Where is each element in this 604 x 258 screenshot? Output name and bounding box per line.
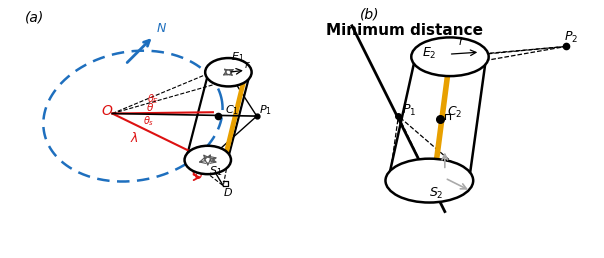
Text: $r$: $r$ — [244, 59, 251, 70]
Text: $E_1$: $E_1$ — [231, 51, 244, 64]
Text: $D$: $D$ — [223, 186, 233, 198]
Text: $O$: $O$ — [101, 104, 113, 118]
Text: $C_1$: $C_1$ — [225, 103, 239, 117]
Text: $r$: $r$ — [458, 35, 465, 48]
Ellipse shape — [185, 146, 231, 174]
Text: $N$: $N$ — [156, 22, 167, 35]
Text: $P_1$: $P_1$ — [402, 102, 417, 118]
Text: $S_2$: $S_2$ — [429, 186, 444, 201]
Text: $\lambda$: $\lambda$ — [130, 131, 139, 145]
Text: $S_1$: $S_1$ — [209, 164, 222, 178]
Text: (b): (b) — [359, 8, 379, 22]
Ellipse shape — [205, 58, 252, 86]
Text: $C_2$: $C_2$ — [448, 105, 463, 120]
Text: Minimum distance: Minimum distance — [326, 23, 483, 38]
Text: $\theta_s$: $\theta_s$ — [143, 114, 155, 128]
Text: $P_2$: $P_2$ — [564, 30, 577, 45]
Text: $\delta$: $\delta$ — [193, 169, 202, 182]
Text: $\theta_E$: $\theta_E$ — [147, 92, 159, 106]
Text: $\theta$: $\theta$ — [146, 101, 154, 114]
Text: (a): (a) — [25, 10, 44, 24]
Text: $P_1$: $P_1$ — [259, 103, 272, 117]
Ellipse shape — [385, 159, 473, 203]
Ellipse shape — [411, 37, 489, 76]
Text: $E_2$: $E_2$ — [422, 46, 436, 61]
